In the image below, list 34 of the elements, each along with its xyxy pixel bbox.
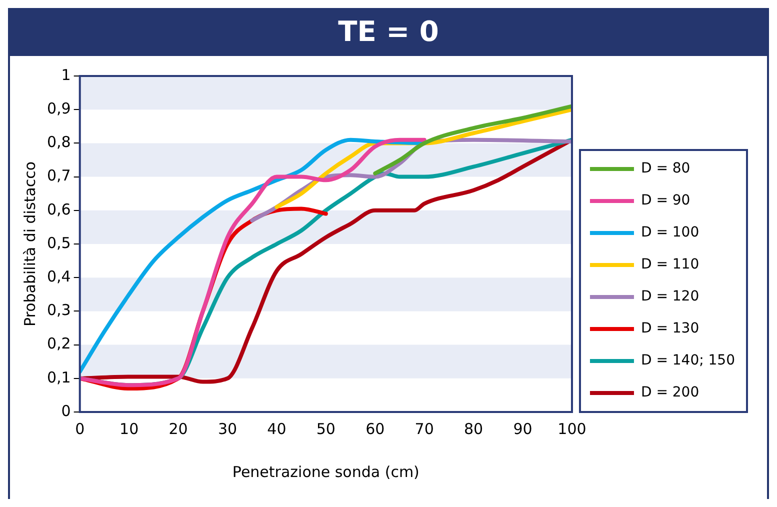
legend-label: D = 90 <box>640 192 690 209</box>
x-tick-label: 100 <box>558 420 586 438</box>
x-tick-label: 90 <box>513 420 532 438</box>
y-tick-label: 0,7 <box>46 166 71 185</box>
y-tick-label: 0,9 <box>46 99 71 118</box>
legend-label: D = 200 <box>640 384 700 401</box>
x-tick-label: 40 <box>267 420 286 438</box>
x-tick-label: 20 <box>168 420 188 438</box>
y-tick-label: 0,1 <box>46 368 71 386</box>
legend-label: D = 130 <box>640 320 700 337</box>
y-tick-label: 0,8 <box>46 133 71 152</box>
y-tick-label: 0,4 <box>46 267 71 286</box>
y-tick-label: 0,3 <box>46 301 71 320</box>
y-tick-label: 0,5 <box>46 234 71 252</box>
x-axis-title: Penetrazione sonda (cm) <box>232 462 420 481</box>
y-tick-label: 0 <box>61 402 71 420</box>
legend-label: D = 80 <box>640 160 690 177</box>
x-tick-label: 30 <box>218 420 238 438</box>
x-tick-label: 70 <box>414 420 434 438</box>
y-tick-label: 0,2 <box>46 334 71 353</box>
y-axis-title: Probabilità di distacco <box>20 161 39 327</box>
y-tick-label: 1 <box>61 66 71 84</box>
legend-label: D = 110 <box>640 256 700 273</box>
chart-title: TE = 0 <box>8 8 769 56</box>
x-tick-label: 80 <box>464 420 484 438</box>
legend-label: D = 140; 150 <box>640 352 736 369</box>
line-series <box>373 104 572 176</box>
legend-label: D = 100 <box>640 224 700 241</box>
x-tick-label: 10 <box>120 420 139 438</box>
x-tick-label: 50 <box>316 420 336 438</box>
x-tick-label: 60 <box>366 420 385 438</box>
y-tick-label: 0,6 <box>46 200 71 218</box>
legend-label: D = 120 <box>640 288 700 305</box>
x-tick-label: 0 <box>75 420 85 438</box>
